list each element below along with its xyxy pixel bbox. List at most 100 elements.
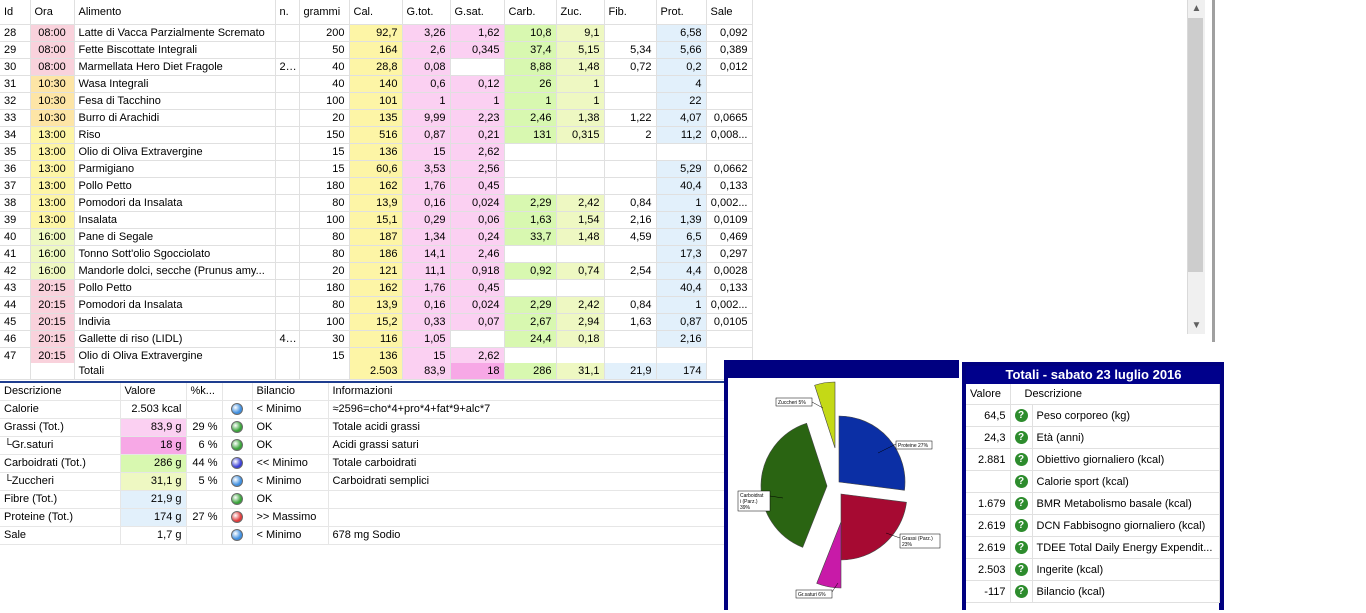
- food-cell-id[interactable]: 45: [0, 313, 31, 331]
- food-cell-gtot[interactable]: 15: [402, 143, 451, 161]
- food-cell-zuc[interactable]: 1: [556, 92, 605, 110]
- food-cell-ora[interactable]: 10:30: [30, 92, 75, 110]
- food-cell-sale[interactable]: 0,002...: [706, 296, 753, 314]
- food-row[interactable]: 46 20:15 Gallette di riso (LIDL) 4... 30 116 1…: [0, 330, 753, 348]
- food-cell-sale[interactable]: [706, 143, 753, 161]
- food-cell-zuc[interactable]: 2,42: [556, 296, 605, 314]
- food-cell-cal[interactable]: 116: [349, 330, 403, 348]
- col-header-12[interactable]: Sale: [706, 0, 753, 25]
- food-cell-sale[interactable]: 0,012: [706, 58, 753, 76]
- food-row[interactable]: 34 13:00 Riso 150 516 0,87 0,21 131 0,315 2 11,2 0,…: [0, 126, 753, 144]
- food-cell-sale[interactable]: 0,002...: [706, 194, 753, 212]
- food-cell-fib[interactable]: 1,22: [604, 109, 657, 127]
- question-icon[interactable]: ?: [1014, 585, 1028, 599]
- food-cell-id[interactable]: 30: [0, 58, 31, 76]
- food-cell-zuc[interactable]: 0,18: [556, 330, 605, 348]
- food-cell-prot[interactable]: 1: [656, 296, 707, 314]
- food-cell-prot[interactable]: 0,2: [656, 58, 707, 76]
- food-row[interactable]: 33 10:30 Burro di Arachidi 20 135 9,99 2,23 2,4…: [0, 109, 753, 127]
- scroll-down-icon[interactable]: ▼: [1191, 320, 1202, 331]
- food-cell-gtot[interactable]: 1,76: [402, 177, 451, 195]
- help-icon[interactable]: ?: [1010, 470, 1033, 493]
- food-cell-alimento[interactable]: Pomodori da Insalata: [74, 296, 276, 314]
- food-cell-cal[interactable]: 162: [349, 279, 403, 297]
- food-cell-gtot[interactable]: 1,05: [402, 330, 451, 348]
- food-cell-n[interactable]: [275, 143, 300, 161]
- food-cell-ora[interactable]: 20:15: [30, 330, 75, 348]
- food-cell-gsat[interactable]: 2,46: [450, 245, 505, 263]
- food-cell-grammi[interactable]: 15: [299, 160, 350, 178]
- food-cell-zuc[interactable]: [556, 279, 605, 297]
- help-icon[interactable]: ?: [1010, 448, 1033, 471]
- food-row[interactable]: 43 20:15 Pollo Petto 180 162 1,76 0,45 40,4 0,13…: [0, 279, 753, 297]
- food-cell-fib[interactable]: [604, 347, 657, 365]
- food-cell-cal[interactable]: 28,8: [349, 58, 403, 76]
- food-cell-zuc[interactable]: 9,1: [556, 24, 605, 42]
- food-cell-id[interactable]: 34: [0, 126, 31, 144]
- food-cell-carb[interactable]: 33,7: [504, 228, 557, 246]
- food-cell-n[interactable]: [275, 245, 300, 263]
- food-cell-id[interactable]: 28: [0, 24, 31, 42]
- food-cell-zuc[interactable]: 5,15: [556, 41, 605, 59]
- food-cell-zuc[interactable]: 2,94: [556, 313, 605, 331]
- food-cell-carb[interactable]: 8,88: [504, 58, 557, 76]
- food-cell-prot[interactable]: 40,4: [656, 177, 707, 195]
- food-cell-carb[interactable]: 2,67: [504, 313, 557, 331]
- food-cell-ora[interactable]: 08:00: [30, 41, 75, 59]
- food-cell-carb[interactable]: [504, 279, 557, 297]
- food-cell-grammi[interactable]: 80: [299, 245, 350, 263]
- food-cell-cal[interactable]: 187: [349, 228, 403, 246]
- question-icon[interactable]: ?: [1014, 563, 1028, 577]
- food-cell-n[interactable]: [275, 211, 300, 229]
- scroll-up-icon[interactable]: ▲: [1191, 3, 1202, 14]
- food-cell-sale[interactable]: 0,092: [706, 24, 753, 42]
- food-cell-carb[interactable]: 2,29: [504, 296, 557, 314]
- food-cell-alimento[interactable]: Pollo Petto: [74, 279, 276, 297]
- food-cell-grammi[interactable]: 20: [299, 262, 350, 280]
- food-cell-alimento[interactable]: Wasa Integrali: [74, 75, 276, 93]
- food-cell-id[interactable]: 41: [0, 245, 31, 263]
- food-cell-fib[interactable]: 4,59: [604, 228, 657, 246]
- food-row[interactable]: 38 13:00 Pomodori da Insalata 80 13,9 0,16 0,0…: [0, 194, 753, 212]
- col-header-3[interactable]: n.: [275, 0, 300, 25]
- food-cell-fib[interactable]: [604, 143, 657, 161]
- food-row[interactable]: 42 16:00 Mandorle dolci, secche (Prunus am…: [0, 262, 753, 280]
- food-cell-gtot[interactable]: 2,6: [402, 41, 451, 59]
- food-cell-zuc[interactable]: 1,48: [556, 58, 605, 76]
- food-cell-gtot[interactable]: 0,29: [402, 211, 451, 229]
- food-cell-gsat[interactable]: 0,12: [450, 75, 505, 93]
- food-cell-prot[interactable]: 4: [656, 75, 707, 93]
- food-cell-n[interactable]: [275, 24, 300, 42]
- food-cell-id[interactable]: 39: [0, 211, 31, 229]
- food-cell-carb[interactable]: 0,92: [504, 262, 557, 280]
- food-cell-id[interactable]: 31: [0, 75, 31, 93]
- food-cell-prot[interactable]: 2,16: [656, 330, 707, 348]
- food-row[interactable]: 39 13:00 Insalata 100 15,1 0,29 0,06 1,63 1,54 2,…: [0, 211, 753, 229]
- food-cell-gtot[interactable]: 1: [402, 92, 451, 110]
- food-cell-id[interactable]: 42: [0, 262, 31, 280]
- food-cell-n[interactable]: [275, 262, 300, 280]
- food-cell-fib[interactable]: 0,72: [604, 58, 657, 76]
- food-cell-fib[interactable]: 1,63: [604, 313, 657, 331]
- food-cell-gtot[interactable]: 3,26: [402, 24, 451, 42]
- question-icon[interactable]: ?: [1014, 519, 1028, 533]
- food-cell-carb[interactable]: 10,8: [504, 24, 557, 42]
- food-cell-prot[interactable]: 6,5: [656, 228, 707, 246]
- food-cell-prot[interactable]: 5,29: [656, 160, 707, 178]
- food-cell-grammi[interactable]: 100: [299, 313, 350, 331]
- food-cell-cal[interactable]: 13,9: [349, 194, 403, 212]
- food-cell-gtot[interactable]: 1,76: [402, 279, 451, 297]
- food-cell-ora[interactable]: 10:30: [30, 109, 75, 127]
- food-cell-id[interactable]: 36: [0, 160, 31, 178]
- food-cell-carb[interactable]: 1: [504, 92, 557, 110]
- food-cell-ora[interactable]: 08:00: [30, 58, 75, 76]
- food-cell-alimento[interactable]: Marmellata Hero Diet Fragole: [74, 58, 276, 76]
- col-header-8[interactable]: Carb.: [504, 0, 557, 25]
- food-cell-grammi[interactable]: 15: [299, 143, 350, 161]
- food-cell-gtot[interactable]: 0,08: [402, 58, 451, 76]
- food-cell-gsat[interactable]: 0,21: [450, 126, 505, 144]
- food-cell-fib[interactable]: 2,54: [604, 262, 657, 280]
- food-cell-prot[interactable]: 5,66: [656, 41, 707, 59]
- food-cell-prot[interactable]: 17,3: [656, 245, 707, 263]
- food-cell-carb[interactable]: [504, 143, 557, 161]
